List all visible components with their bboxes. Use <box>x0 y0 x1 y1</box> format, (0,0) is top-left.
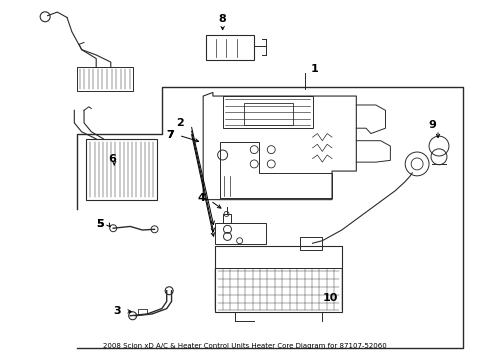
Bar <box>77 67 132 91</box>
Text: 7: 7 <box>166 130 174 140</box>
Bar <box>222 214 230 223</box>
Text: 1: 1 <box>310 64 318 74</box>
Text: 9: 9 <box>427 120 435 130</box>
Bar <box>86 139 157 200</box>
Text: 3: 3 <box>113 306 120 316</box>
Text: 2: 2 <box>176 118 183 128</box>
Text: 6: 6 <box>108 154 116 163</box>
Bar <box>244 103 292 125</box>
Bar <box>300 237 322 249</box>
Text: 5: 5 <box>96 219 103 229</box>
Bar <box>222 96 312 128</box>
Text: 5: 5 <box>96 219 103 229</box>
Bar <box>215 246 341 267</box>
Text: 7: 7 <box>166 130 174 140</box>
Bar <box>215 223 266 244</box>
Text: 8: 8 <box>218 14 226 24</box>
Bar <box>215 246 341 312</box>
Text: 2008 Scion xD A/C & Heater Control Units Heater Core Diagram for 87107-52060: 2008 Scion xD A/C & Heater Control Units… <box>102 343 386 349</box>
Bar <box>205 35 254 60</box>
Text: 4: 4 <box>197 193 205 203</box>
Text: 10: 10 <box>322 293 337 303</box>
Bar <box>137 309 147 314</box>
